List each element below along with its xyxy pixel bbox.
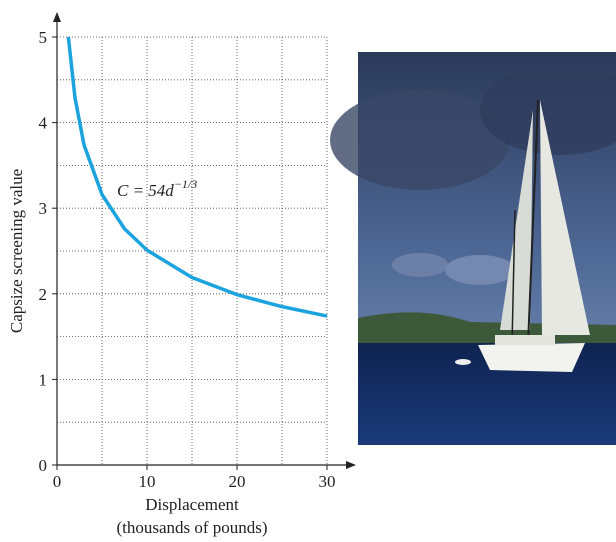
x-axis-sublabel: (thousands of pounds)	[116, 518, 267, 537]
y-axis-label: Capsize screening value	[7, 169, 26, 333]
annotation: C = 54d−1/3	[117, 177, 197, 200]
y-axis-arrow	[53, 12, 61, 22]
y-tick-label: 5	[39, 28, 48, 47]
photo	[330, 52, 616, 445]
y-tick-label: 4	[39, 114, 48, 133]
plot: 0 10 20 30 0 1 2 3 4 5 Displacement (thousands of p…	[7, 12, 356, 537]
y-tick-label: 2	[39, 285, 48, 304]
y-tick-label: 1	[39, 370, 48, 389]
x-axis-label: Displacement	[145, 495, 239, 514]
x-tick-label: 10	[139, 472, 156, 491]
page: 0 10 20 30 0 1 2 3 4 5 Displacement (thousands of p…	[0, 0, 616, 542]
x-axis-arrow	[346, 461, 356, 469]
y-tick-label: 0	[39, 456, 48, 475]
annotation-superscript: −1/3	[174, 177, 197, 191]
x-tick-label: 30	[319, 472, 336, 491]
curve	[68, 37, 327, 316]
x-tick-label: 0	[53, 472, 62, 491]
x-tick-label: 20	[229, 472, 246, 491]
y-tick-label: 3	[39, 199, 48, 218]
annotation-text: C = 54d	[117, 181, 174, 200]
